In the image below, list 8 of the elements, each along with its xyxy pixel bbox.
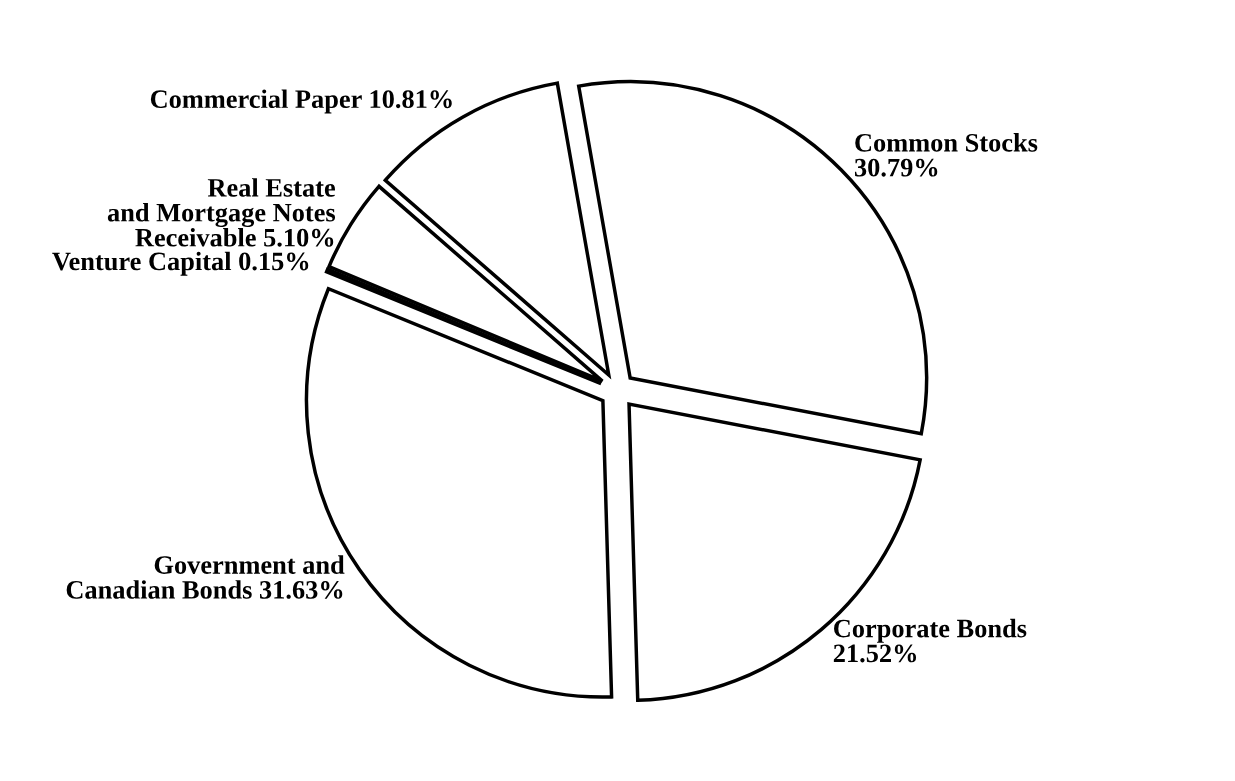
slice-label: Common Stocks bbox=[855, 133, 1038, 152]
slice-label: Corporate Bonds bbox=[834, 618, 1027, 643]
slice-label: Commercial Paper 10.81% bbox=[150, 89, 452, 114]
slice-label: Venture Capital 0.15% bbox=[52, 251, 309, 276]
data-label: 30.79% bbox=[854, 158, 938, 177]
slice-label: Real Estate and Mortgage Notes Receivable 5.10% bbox=[107, 178, 336, 247]
data-label: 21.52% bbox=[833, 644, 917, 663]
slice-label: Government and Canadian Bonds 31.63% bbox=[66, 555, 345, 599]
